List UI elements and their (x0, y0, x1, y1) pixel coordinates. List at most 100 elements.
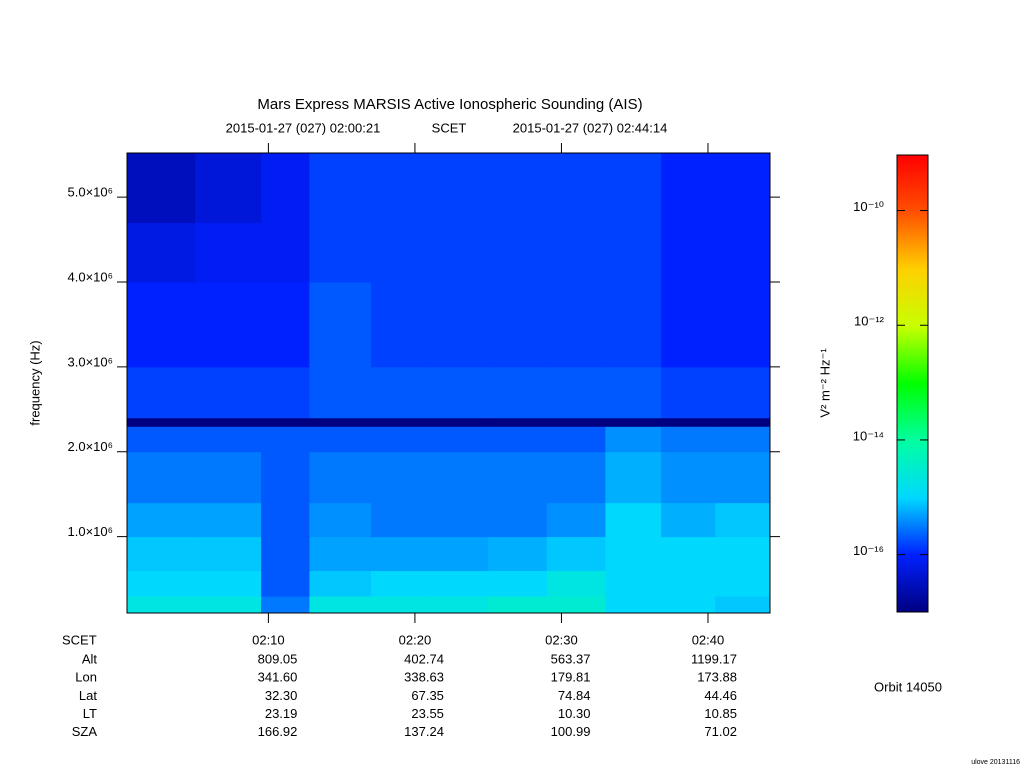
spectrogram-cell (429, 417, 489, 427)
spectrogram-cell (195, 536, 262, 572)
spectrogram-cell (605, 502, 662, 538)
spectrogram-cell (715, 417, 771, 427)
spectrogram-cell (488, 426, 548, 453)
y-tick-label: 4.0×10⁶ (68, 269, 113, 284)
spectrogram-cell (546, 222, 606, 283)
ephemeris-value: 809.05 (258, 651, 298, 666)
spectrogram-cell (127, 282, 196, 368)
x-tick-label: 02:40 (692, 632, 725, 647)
spectrogram-cell (546, 366, 606, 419)
spectrogram-cell (429, 570, 489, 597)
spectrogram-cell (429, 222, 489, 283)
ephemeris-value: 32.30 (265, 688, 298, 703)
spectrogram-cell (488, 451, 548, 504)
spectrogram-cell (715, 536, 771, 572)
ephemeris-value: 341.60 (258, 670, 298, 685)
spectrogram-cell (261, 153, 310, 224)
spectrogram-cell (370, 366, 431, 419)
spectrogram-cell (309, 366, 372, 419)
spectrogram-cell (661, 502, 716, 538)
y-axis-label: frequency (Hz) (27, 340, 42, 425)
spectrogram-cell (127, 536, 196, 572)
spectrogram-cell (127, 451, 196, 504)
spectrogram-cell (488, 366, 548, 419)
spectrogram-cell (488, 417, 548, 427)
spectrogram-cell (261, 502, 310, 538)
spectrogram-cell (488, 502, 548, 538)
spectrogram-cell (261, 282, 310, 368)
spectrogram-cell (488, 222, 548, 283)
spectrogram-cell (488, 282, 548, 368)
spectrogram-cell (127, 570, 196, 597)
ephemeris-value: 173.88 (697, 670, 737, 685)
spectrogram-cell (546, 417, 606, 427)
spectrogram-cell (309, 451, 372, 504)
spectrogram-cell (309, 596, 372, 614)
spectrogram-cell (605, 570, 662, 597)
spectrogram-cell (488, 536, 548, 572)
spectrogram-cell (661, 153, 716, 224)
spectrogram-cell (546, 426, 606, 453)
x-tick-label: 02:10 (252, 632, 285, 647)
spectrogram-cell (309, 282, 372, 368)
spectrogram-cell (661, 222, 716, 283)
footer: ulove 20131116 (971, 759, 1020, 766)
ephemeris-label: Lon (75, 670, 97, 685)
spectrogram-cell (661, 366, 716, 419)
ephemeris-value: 10.85 (704, 706, 737, 721)
spectrogram-cell (261, 426, 310, 453)
ephemeris-value: 338.63 (404, 670, 444, 685)
spectrogram-cell (195, 282, 262, 368)
spectrogram-cell (195, 570, 262, 597)
spectrogram-cell (661, 426, 716, 453)
spectrogram-cell (546, 596, 606, 614)
spectrogram-cell (370, 570, 431, 597)
spectrogram-cell (661, 596, 716, 614)
spectrogram-cell (429, 596, 489, 614)
spectrogram-cell (309, 153, 372, 224)
spectrogram-cell (127, 366, 196, 419)
ephemeris-value: 23.55 (411, 706, 444, 721)
spectrogram-cell (127, 153, 196, 224)
spectrogram-cell (261, 570, 310, 597)
spectrogram-cell (370, 282, 431, 368)
ephemeris-value: 100.99 (551, 724, 591, 739)
y-tick-label: 1.0×10⁶ (68, 524, 113, 539)
spectrogram-cell (605, 153, 662, 224)
spectrogram-cell (715, 153, 771, 224)
spectrogram-cell (546, 536, 606, 572)
spectrogram-cell (546, 153, 606, 224)
spectrogram-cell (605, 426, 662, 453)
spectrogram-cell (309, 502, 372, 538)
spectrogram-cell (605, 222, 662, 283)
colorbar-label: V² m⁻² Hz⁻¹ (817, 348, 832, 418)
spectrogram-cell (370, 502, 431, 538)
spectrogram-cell (715, 426, 771, 453)
spectrogram-cell (661, 536, 716, 572)
ephemeris-label: SZA (72, 724, 98, 739)
spectrogram-cell (605, 417, 662, 427)
spectrogram-cell (605, 596, 662, 614)
spectrogram-cell (195, 451, 262, 504)
spectrogram-cell (605, 282, 662, 368)
colorbar-tick-label: 10⁻¹⁰ (853, 199, 884, 214)
spectrogram-cell (127, 502, 196, 538)
spectrogram-cell (195, 417, 262, 427)
ephemeris-time-label: SCET (62, 632, 97, 647)
spectrogram-cell (309, 536, 372, 572)
spectrogram-cell (309, 222, 372, 283)
spectrogram-cell (370, 451, 431, 504)
spectrogram-cell (127, 222, 196, 283)
plot-frame (126, 152, 771, 614)
spectrogram-cell (127, 417, 196, 427)
spectrogram-cell (195, 366, 262, 419)
spectrogram-cell (429, 451, 489, 504)
spectrogram-cell (715, 570, 771, 597)
x-tick-label: 02:30 (545, 632, 578, 647)
ephemeris-label: Lat (79, 688, 97, 703)
x-tick-label: 02:20 (399, 632, 432, 647)
colorbar-tick-label: 10⁻¹² (854, 314, 885, 329)
spectrogram-cell (715, 222, 771, 283)
ephemeris-value: 137.24 (404, 724, 444, 739)
